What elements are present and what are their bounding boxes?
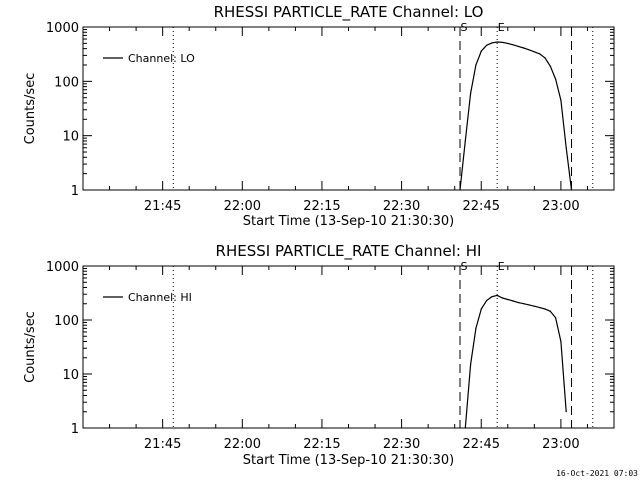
x-tick-label: 22:15: [303, 437, 340, 452]
legend-label: Channel: LO: [128, 52, 195, 65]
data-point: [480, 50, 482, 52]
y-axis-label: Counts/sec: [23, 311, 38, 383]
y-tick-label: 1000: [46, 21, 79, 36]
y-tick-label: 100: [54, 75, 79, 90]
data-point: [560, 99, 562, 101]
data-point: [539, 53, 541, 55]
data-point: [480, 308, 482, 310]
y-tick-label: 1: [71, 422, 79, 437]
data-point: [533, 51, 535, 53]
x-tick-label: 22:30: [383, 199, 420, 214]
chart-panel-1: RHESSI PARTICLE_RATE Channel: LO 1 10 100 10…: [23, 3, 615, 229]
x-axis-label: Start Time (13-Sep-10 21:30:30): [243, 453, 454, 468]
data-point: [517, 45, 520, 48]
series-line: [459, 41, 573, 191]
chart-panel-2: RHESSI PARTICLE_RATE Channel: HI 1 10 100 10…: [23, 242, 615, 468]
data-point: [565, 411, 567, 413]
data-point: [560, 340, 562, 343]
data-point: [523, 47, 525, 49]
footer-timestamp: 16-Oct-2021 07:03: [556, 469, 638, 478]
data-point: [496, 41, 498, 43]
data-point: [496, 294, 498, 296]
event-marker-label: S: [461, 260, 468, 273]
data-point: [475, 64, 477, 66]
data-point: [459, 189, 461, 191]
y-tick-label: 100: [54, 314, 79, 329]
data-point: [549, 310, 551, 312]
event-marker-label: E: [498, 21, 505, 34]
y-tick-label: 10: [62, 368, 79, 383]
x-tick-label: 23:00: [542, 199, 579, 214]
x-tick-label: 22:00: [224, 437, 261, 452]
data-point: [464, 427, 466, 429]
data-point: [491, 296, 493, 298]
x-tick-label: 22:45: [463, 437, 500, 452]
data-point: [517, 302, 520, 304]
data-point: [544, 57, 546, 59]
x-tick-label: 21:45: [144, 437, 181, 452]
data-point: [555, 317, 557, 319]
x-tick-label: 22:30: [383, 437, 420, 452]
data-point: [486, 44, 488, 46]
data-point: [528, 304, 530, 306]
data-point: [464, 140, 466, 142]
event-marker-label: E: [498, 260, 505, 273]
legend-label: Channel: HI: [128, 291, 192, 304]
series-line: [464, 294, 567, 429]
data-point: [528, 49, 530, 51]
data-point: [501, 297, 504, 299]
chart-title: RHESSI PARTICLE_RATE Channel: LO: [214, 3, 484, 22]
data-point: [512, 300, 514, 302]
data-point: [470, 92, 472, 94]
chart-title: RHESSI PARTICLE_RATE Channel: HI: [216, 242, 482, 261]
y-tick-label: 1: [71, 184, 79, 199]
data-point: [523, 303, 525, 305]
x-tick-label: 22:00: [224, 199, 261, 214]
data-point: [533, 305, 535, 307]
data-point: [507, 298, 509, 301]
data-point: [539, 307, 541, 309]
x-tick-label: 21:45: [144, 199, 181, 214]
x-tick-label: 22:45: [463, 199, 500, 214]
data-point: [555, 78, 557, 80]
data-point: [544, 308, 546, 310]
data-point: [570, 189, 573, 191]
event-marker-label: S: [461, 21, 468, 34]
data-point: [549, 65, 551, 67]
x-tick-label: 23:00: [542, 437, 579, 452]
x-axis-label: Start Time (13-Sep-10 21:30:30): [243, 214, 454, 229]
data-point: [475, 327, 477, 329]
data-point: [491, 42, 493, 44]
data-point: [565, 147, 567, 149]
x-tick-label: 22:15: [303, 199, 340, 214]
data-point: [486, 299, 488, 302]
y-axis-label: Counts/sec: [23, 73, 38, 145]
y-tick-label: 1000: [46, 260, 79, 275]
data-point: [512, 44, 514, 46]
data-point: [501, 41, 504, 44]
y-tick-label: 10: [62, 130, 79, 145]
data-point: [507, 42, 509, 45]
data-point: [470, 363, 472, 366]
